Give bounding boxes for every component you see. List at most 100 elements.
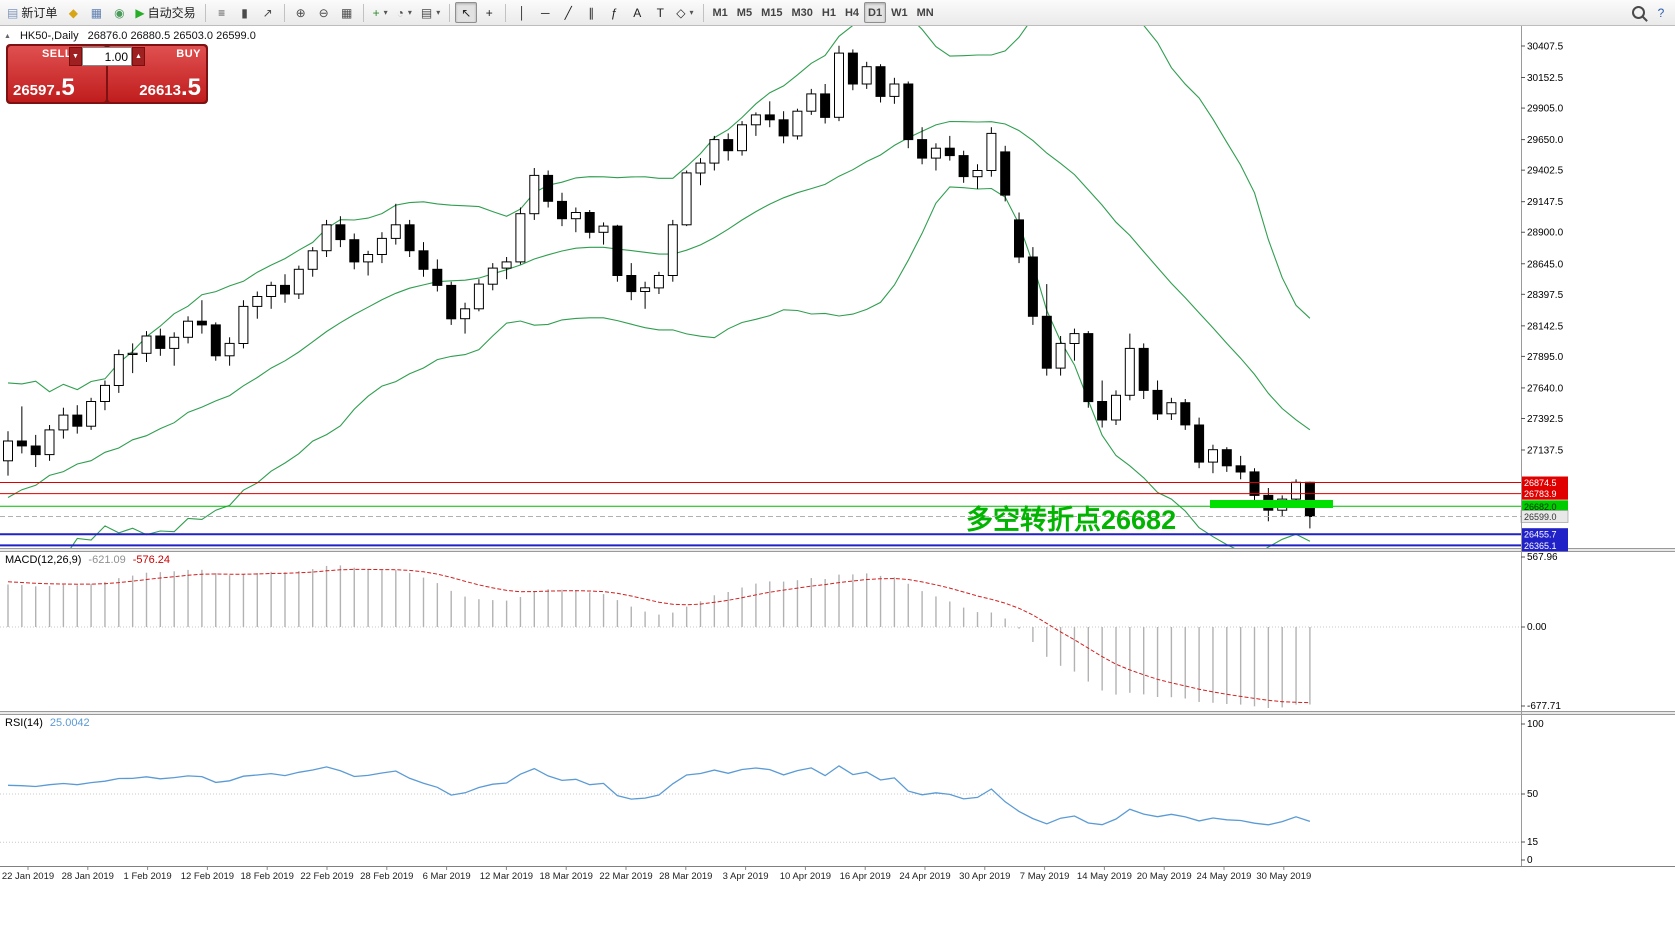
auto-trading-button[interactable]: ▶ 自动交易 — [131, 2, 199, 23]
tile-windows-button[interactable]: ▦ — [336, 2, 358, 23]
text-button[interactable]: A — [626, 2, 648, 23]
date-axis-label: 16 Apr 2019 — [840, 871, 891, 882]
search-button[interactable] — [1627, 2, 1649, 23]
trendline-button[interactable]: ╱ — [557, 2, 579, 23]
date-axis-label: 20 May 2019 — [1137, 871, 1192, 882]
date-axis-label: 3 Apr 2019 — [723, 871, 769, 882]
buy-price: 26613.5 — [139, 74, 201, 101]
candle-bullish — [1291, 481, 1301, 500]
profiles-button[interactable]: ◆ — [62, 2, 84, 23]
shapes-button[interactable]: ◇ ▾ — [672, 2, 697, 23]
candle-bearish — [16, 440, 27, 447]
line-chart-button[interactable]: ↗ — [257, 2, 279, 23]
candle-bullish — [390, 224, 401, 239]
macd-separator[interactable] — [0, 548, 1675, 552]
tf-w1-button[interactable]: W1 — [887, 2, 912, 23]
zoom-in-button[interactable]: ⊕ — [290, 2, 312, 23]
channel-button[interactable]: ∥ — [580, 2, 602, 23]
date-axis-label: 30 May 2019 — [1256, 871, 1311, 882]
price-tick-label: 29147.5 — [1527, 197, 1564, 208]
candle-bullish — [86, 401, 97, 427]
price-tick-label: 27640.0 — [1527, 383, 1564, 394]
macd-axis-label: 0.00 — [1527, 622, 1547, 633]
candle-bullish — [376, 237, 387, 255]
tf-m5-button[interactable]: M5 — [733, 2, 756, 23]
tf-m1-button-label: M1 — [712, 6, 728, 19]
zoom-out-button[interactable]: ⊖ — [313, 2, 335, 23]
trendline-icon: ╱ — [564, 5, 572, 20]
bollinger-upper-band — [7, 26, 1311, 393]
vertical-line-icon: │ — [518, 5, 527, 20]
candle-bullish — [169, 336, 180, 349]
candle-bullish — [58, 414, 69, 431]
indicators-button[interactable]: + ▾ — [369, 2, 392, 23]
cursor-button[interactable]: ↖ — [455, 2, 478, 23]
candle-bearish — [778, 119, 789, 137]
candle-bullish — [640, 287, 651, 292]
toolbar-separator — [204, 3, 206, 22]
candle-bearish — [944, 147, 955, 157]
price-tick-label: 29650.0 — [1527, 135, 1564, 146]
date-axis-label: 28 Feb 2019 — [360, 871, 413, 882]
date-axis-label: 22 Mar 2019 — [599, 871, 652, 882]
price-tag — [1521, 500, 1568, 513]
candle-bearish — [543, 174, 554, 202]
tf-m30-button[interactable]: M30 — [787, 2, 816, 23]
tf-m1-button[interactable]: M1 — [709, 2, 732, 23]
price-tick-label: 28645.0 — [1527, 259, 1564, 270]
horizontal-line-button[interactable]: ─ — [534, 2, 556, 23]
candle-bullish — [861, 66, 872, 85]
charts-button[interactable]: ▦ — [85, 2, 107, 23]
indicators-icon: + — [372, 5, 380, 20]
crosshair-button[interactable]: + — [478, 2, 500, 23]
volume-control: ▼ ▲ — [69, 47, 145, 66]
volume-up-button[interactable]: ▲ — [132, 47, 145, 66]
new-order-button[interactable]: ▤ 新订单 — [3, 2, 61, 23]
rsi-separator[interactable] — [0, 711, 1675, 715]
candle-bullish — [307, 250, 318, 270]
dropdown-caret-icon: ▾ — [407, 8, 412, 17]
collapse-arrow-icon[interactable]: ▲ — [4, 32, 11, 40]
periods-button[interactable]: ◔ ▾ — [393, 2, 416, 23]
new-order-button-label: 新订单 — [21, 6, 58, 20]
candlesticks-button[interactable]: ▮ — [234, 2, 256, 23]
tf-m15-button[interactable]: M15 — [757, 2, 786, 23]
label-button[interactable]: T — [649, 2, 671, 23]
bollinger-middle-band — [7, 120, 1311, 498]
tf-mn-button[interactable]: MN — [913, 2, 938, 23]
candle-bearish — [418, 250, 429, 270]
highlight-bar[interactable] — [1210, 500, 1333, 508]
candle-bearish — [626, 275, 637, 293]
candle-bearish — [612, 225, 623, 277]
navigator-button[interactable]: ◉ — [108, 2, 130, 23]
ohlc-bars-button[interactable]: ≡ — [211, 2, 233, 23]
candle-bullish — [1055, 342, 1066, 369]
candle-bearish — [584, 212, 595, 233]
date-axis-label: 28 Jan 2019 — [62, 871, 114, 882]
toolbar-separator — [449, 3, 451, 22]
dropdown-caret-icon: ▾ — [436, 8, 441, 17]
tf-d1-button[interactable]: D1 — [864, 2, 887, 23]
candle-bullish — [1111, 394, 1121, 421]
sell-label: SELL — [41, 48, 73, 60]
templates-button[interactable]: ▤ ▾ — [417, 2, 444, 23]
rsi-axis-label: 0 — [1527, 855, 1533, 866]
date-axis-label: 10 Apr 2019 — [780, 871, 831, 882]
candle-bearish — [1180, 402, 1191, 426]
volume-input[interactable] — [82, 47, 132, 66]
help-button[interactable]: ? — [1650, 2, 1672, 23]
templates-icon: ▤ — [420, 5, 433, 20]
profiles-icon: ◆ — [68, 5, 78, 20]
candle-bearish — [723, 139, 734, 152]
date-axis: 22 Jan 2019 28 Jan 2019 1 Feb 2019 12 Feb 2… — [0, 866, 1675, 884]
price-tag — [1521, 476, 1568, 489]
vertical-line-button[interactable]: │ — [511, 2, 533, 23]
price-tick-label: 29402.5 — [1527, 166, 1564, 177]
tf-h4-button[interactable]: H4 — [841, 2, 863, 23]
ohlc-bars-icon: ≡ — [218, 5, 226, 20]
fibonacci-button[interactable]: ƒ — [603, 2, 625, 23]
tf-h1-button[interactable]: H1 — [818, 2, 840, 23]
candle-bearish — [820, 93, 831, 118]
volume-down-button[interactable]: ▼ — [69, 47, 82, 66]
